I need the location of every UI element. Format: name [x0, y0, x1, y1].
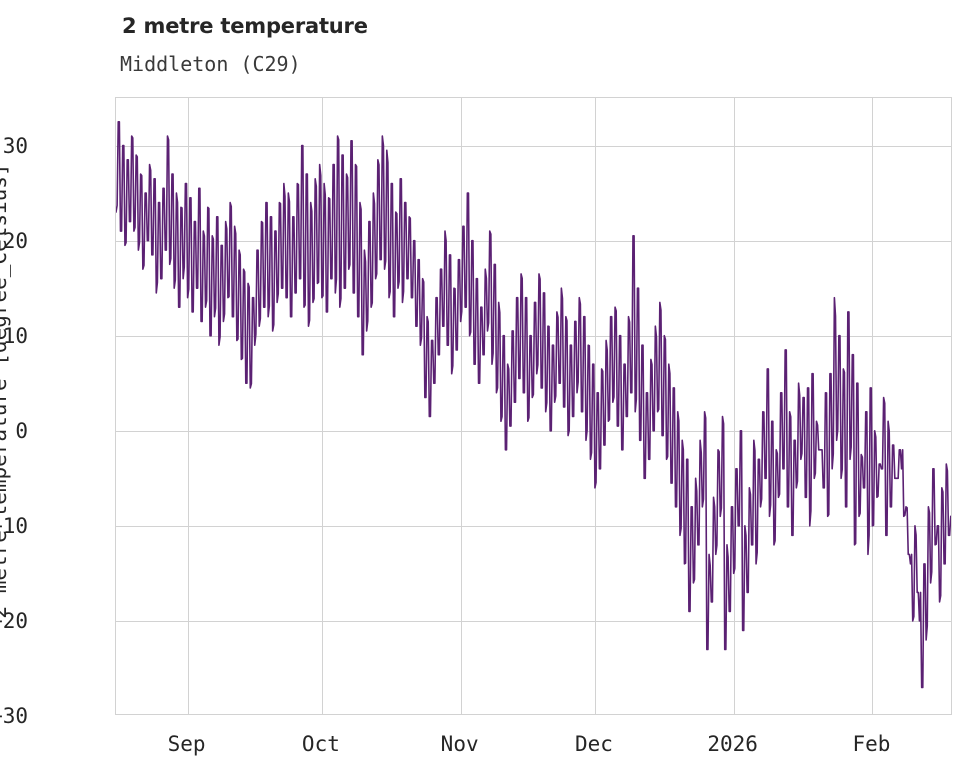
gridline-horizontal — [116, 525, 951, 527]
x-axis-tick-label: Nov — [440, 732, 479, 756]
gridline-horizontal — [116, 240, 951, 242]
y-axis-tick-label: −20 — [0, 608, 28, 633]
y-axis-tick-label: −10 — [0, 513, 28, 538]
gridline-vertical — [321, 98, 323, 714]
y-axis-tick-label: 0 — [15, 418, 28, 443]
temperature-line-series — [116, 120, 951, 689]
y-axis-tick-label: 20 — [2, 228, 28, 253]
gridline-vertical — [187, 98, 189, 714]
page-title: 2 metre temperature — [122, 14, 368, 38]
gridline-horizontal — [116, 620, 951, 622]
y-axis-tick-label: 10 — [2, 323, 28, 348]
y-axis-label: 2 metre temperature [degree_Celsius] — [0, 0, 40, 782]
x-axis-tick-label: 2026 — [707, 732, 758, 756]
gridline-vertical — [460, 98, 462, 714]
gridline-vertical — [872, 98, 874, 714]
gridline-vertical — [594, 98, 596, 714]
gridline-horizontal — [116, 145, 951, 147]
page-subtitle: Middleton (C29) — [120, 52, 301, 76]
y-axis-tick-label: −30 — [0, 704, 28, 728]
x-axis-tick-label: Feb — [852, 732, 891, 756]
plot-area — [115, 97, 952, 715]
x-axis-tick-label: Oct — [301, 732, 340, 756]
x-axis-tick-label: Sep — [167, 732, 206, 756]
gridline-vertical — [733, 98, 735, 714]
x-axis-tick-label: Dec — [574, 732, 613, 756]
temperature-line-path — [116, 120, 951, 689]
y-axis-tick-label: 30 — [2, 133, 28, 158]
gridline-horizontal — [116, 430, 951, 432]
